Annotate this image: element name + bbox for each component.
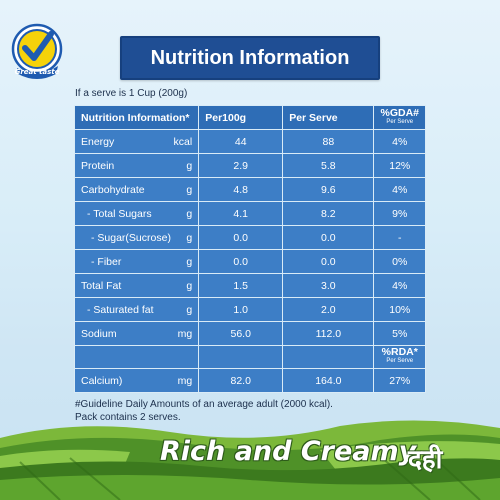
header-per-serve: Per Serve [282,105,375,130]
row-serve: 8.2 [282,201,375,226]
row-serve: 164.0 [282,368,375,393]
product-name-hindi: दही [408,445,443,475]
table-header-row: Nutrition Information* Per100g Per Serve… [73,105,426,130]
row-pct: 5% [373,321,426,346]
banner-tagline: Rich and Creamy [160,436,417,467]
row-pct: 4% [373,129,426,154]
row-name: Total Fat [81,279,122,292]
row-unit: mg [177,374,193,387]
table-row: Carbohydrate g 4.8 9.6 4% [73,177,426,202]
great-taste-logo: Great taste [8,22,66,80]
gda-sub: Per Serve [386,118,414,125]
row-per100: 56.0 [198,321,284,346]
gda-label: %GDA# [380,106,419,119]
row-per100: 4.8 [198,177,284,202]
row-per100: 0.0 [198,225,284,250]
table-row: - Fiber g 0.0 0.0 0% [73,249,426,274]
row-serve: 9.6 [282,177,375,202]
row-serve: 3.0 [282,273,375,298]
table-row: Total Fat g 1.5 3.0 4% [73,273,426,298]
row-pct: 27% [373,368,426,393]
table-row: - Sugar(Sucrose) g 0.0 0.0 - [73,225,426,250]
header-gda: %GDA# Per Serve [373,105,426,130]
row-serve: 2.0 [282,297,375,322]
row-serve: 88 [282,129,375,154]
row-name: - Total Sugars [87,207,152,220]
footnote: #Guideline Daily Amounts of an average a… [75,398,333,424]
row-per100: 44 [198,129,284,154]
row-unit: g [186,279,193,292]
green-fields-illustration [0,420,500,500]
row-unit: g [186,255,193,268]
row-per100: 82.0 [198,368,284,393]
row-unit: kcal [173,135,193,148]
row-per100: 1.0 [198,297,284,322]
rda-header-row: %RDA* Per Serve [73,345,426,369]
serve-note: If a serve is 1 Cup (200g) [75,88,188,99]
row-serve: 112.0 [282,321,375,346]
row-per100: 1.5 [198,273,284,298]
row-serve: 0.0 [282,225,375,250]
row-per100: 4.1 [198,201,284,226]
row-unit: g [186,183,193,196]
table-row: - Saturated fat g 1.0 2.0 10% [73,297,426,322]
table-row: Calcium) mg 82.0 164.0 27% [73,368,426,393]
row-per100: 2.9 [198,153,284,178]
row-pct: 4% [373,177,426,202]
row-pct: 12% [373,153,426,178]
table-row: Protein g 2.9 5.8 12% [73,153,426,178]
footnote-serves: Pack contains 2 serves. [75,412,181,423]
logo-text: Great taste [15,68,60,76]
table-row: Sodium mg 56.0 112.0 5% [73,321,426,346]
row-pct: - [373,225,426,250]
nutrition-table: Nutrition Information* Per100g Per Serve… [73,105,426,393]
footnote-gda: #Guideline Daily Amounts of an average a… [75,399,333,410]
row-name: Protein [81,159,115,172]
row-name: Calcium) [81,374,123,387]
rda-header: %RDA* Per Serve [373,345,426,369]
row-name: - Sugar(Sucrose) [91,231,171,244]
rda-sub: Per Serve [386,358,414,364]
row-unit: mg [177,327,193,340]
row-name: Sodium [81,327,117,340]
rda-label: %RDA* [381,346,418,358]
row-unit: g [186,231,193,244]
row-serve: 0.0 [282,249,375,274]
row-pct: 0% [373,249,426,274]
row-pct: 4% [373,273,426,298]
row-unit: g [186,303,193,316]
header-per100g: Per100g [198,105,284,130]
row-per100: 0.0 [198,249,284,274]
table-row: - Total Sugars g 4.1 8.2 9% [73,201,426,226]
page-title: Nutrition Information [120,36,380,80]
row-name: Energy [81,135,115,148]
row-unit: g [186,159,193,172]
row-name: - Fiber [91,255,122,268]
row-pct: 9% [373,201,426,226]
row-name: - Saturated fat [87,303,154,316]
row-unit: g [186,207,193,220]
row-pct: 10% [373,297,426,322]
table-row: Energy kcal 44 88 4% [73,129,426,154]
row-serve: 5.8 [282,153,375,178]
header-nutrition: Nutrition Information* [73,105,200,130]
row-name: Carbohydrate [81,183,145,196]
